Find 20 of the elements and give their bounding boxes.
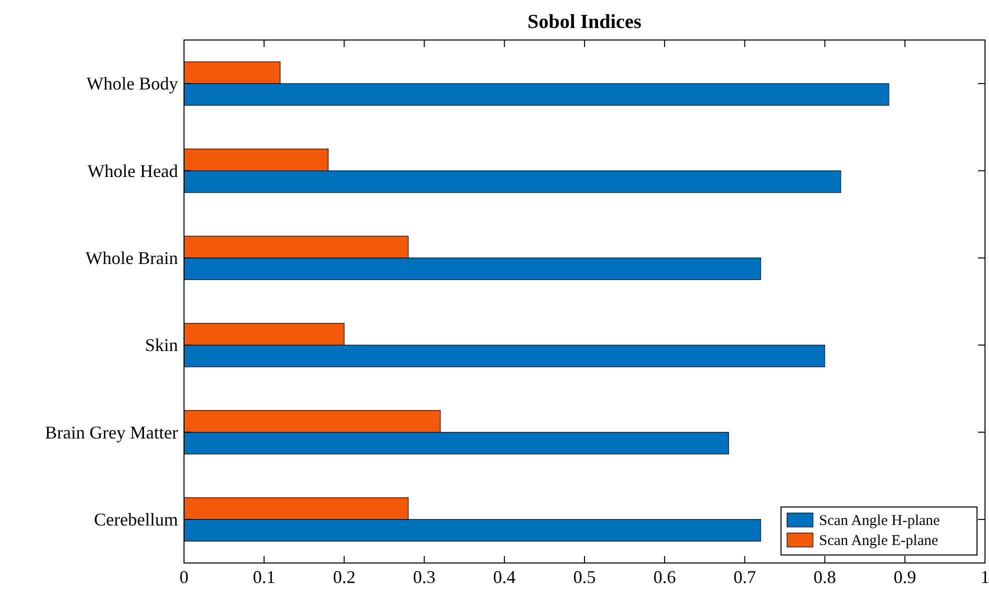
y-tick-label: Whole Brain	[86, 248, 178, 268]
x-tick-label: 1	[980, 567, 989, 587]
y-tick-label: Brain Grey Matter	[45, 422, 178, 442]
chart-title: Sobol Indices	[528, 11, 642, 33]
x-tick-label: 0.3	[413, 567, 436, 587]
legend-label: Scan Angle E-plane	[819, 533, 938, 549]
legend-label: Scan Angle H-plane	[819, 513, 940, 529]
y-tick-label: Cerebellum	[94, 509, 178, 530]
y-tick-label: Skin	[144, 335, 178, 356]
x-tick-label: 0.6	[653, 567, 676, 587]
x-tick-label: 0	[180, 567, 188, 587]
x-tick-label: 0.5	[573, 567, 596, 587]
x-tick-label: 0.9	[894, 567, 916, 587]
x-tick-label: 0.4	[493, 567, 516, 587]
x-tick-label: 0.8	[814, 567, 836, 587]
x-tick-label: 0.1	[252, 567, 276, 587]
y-tick-label: Whole Body	[86, 74, 178, 94]
x-tick-label: 0.7	[733, 567, 756, 587]
y-tick-label: Whole Head	[88, 160, 178, 181]
x-tick-label: 0.2	[332, 567, 356, 587]
